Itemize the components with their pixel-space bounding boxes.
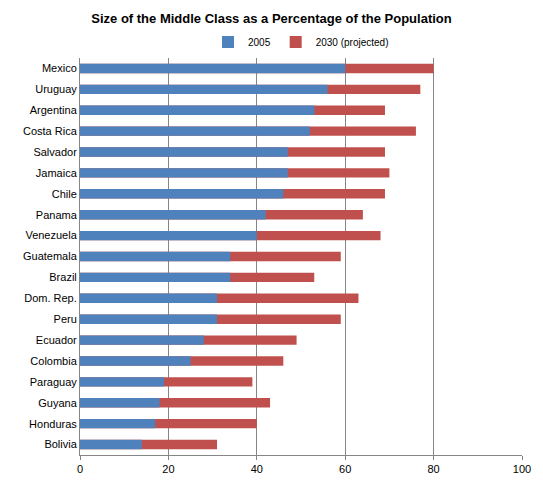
svg-text:Argentina: Argentina <box>30 104 78 116</box>
svg-text:Ecuador: Ecuador <box>36 334 77 346</box>
svg-text:60: 60 <box>339 463 351 475</box>
svg-text:20: 20 <box>162 463 174 475</box>
svg-text:Guyana: Guyana <box>38 397 77 409</box>
svg-text:Paraguay: Paraguay <box>30 376 78 388</box>
svg-text:Honduras: Honduras <box>29 418 77 430</box>
svg-text:Salvador: Salvador <box>33 146 77 158</box>
svg-text:100: 100 <box>513 463 531 475</box>
svg-text:0: 0 <box>77 463 83 475</box>
svg-text:Venezuela: Venezuela <box>25 229 77 241</box>
svg-text:Peru: Peru <box>54 313 77 325</box>
svg-text:Dom. Rep.: Dom. Rep. <box>24 292 77 304</box>
svg-text:Panama: Panama <box>36 209 78 221</box>
svg-text:Jamaica: Jamaica <box>36 167 78 179</box>
svg-text:Mexico: Mexico <box>42 62 77 74</box>
svg-text:2005: 2005 <box>248 37 271 48</box>
svg-text:Colombia: Colombia <box>30 355 77 367</box>
svg-text:Costa Rica: Costa Rica <box>23 125 78 137</box>
svg-text:Guatemala: Guatemala <box>23 250 78 262</box>
svg-text:Bolivia: Bolivia <box>44 438 77 450</box>
svg-text:80: 80 <box>427 463 439 475</box>
svg-text:2030 (projected): 2030 (projected) <box>316 37 389 48</box>
svg-text:40: 40 <box>251 463 263 475</box>
svg-text:Brazil: Brazil <box>49 271 77 283</box>
svg-text:Chile: Chile <box>52 188 77 200</box>
svg-text:Size of the Middle Class as a: Size of the Middle Class as a Percentage… <box>91 11 452 26</box>
svg-text:Uruguay: Uruguay <box>35 83 77 95</box>
